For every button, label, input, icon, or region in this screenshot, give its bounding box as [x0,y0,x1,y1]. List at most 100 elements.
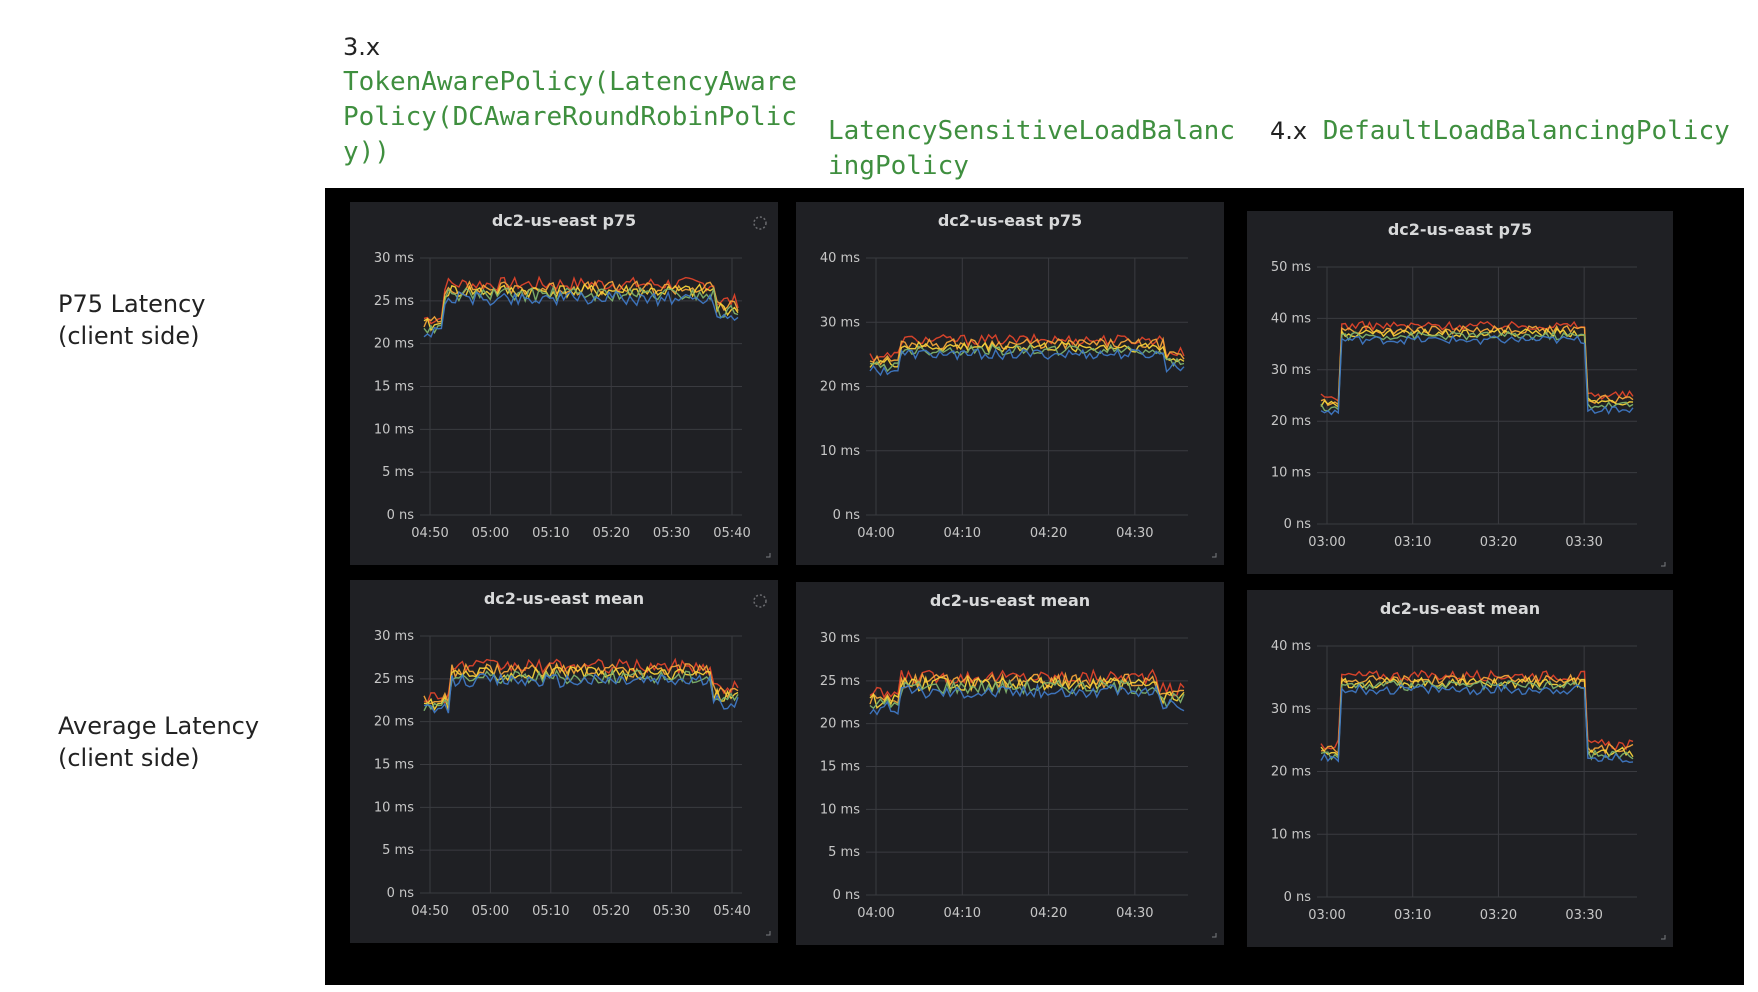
series-line [869,336,1185,366]
series-line [423,283,739,332]
series-line [869,348,1185,377]
x-tick-label: 05:10 [532,904,569,919]
x-tick-label: 04:20 [1030,526,1067,541]
resize-handle-icon[interactable] [1212,553,1217,558]
series-line [423,665,739,712]
y-tick-label: 30 ms [374,629,414,644]
row-label-p75: P75 Latency (client side) [58,290,206,350]
y-tick-label: 15 ms [374,758,414,773]
y-tick-label: 0 ns [1284,890,1312,905]
series-line [869,678,1185,710]
resize-handle-icon[interactable] [1212,933,1217,938]
header-4x: 4.x DefaultLoadBalancingPolicy [1270,114,1758,149]
x-tick-label: 04:00 [857,906,894,921]
x-tick-label: 04:30 [1116,526,1153,541]
y-tick-label: 20 ms [374,337,414,352]
y-tick-label: 30 ms [820,631,860,646]
loading-spinner-icon [753,594,767,608]
y-tick-label: 5 ms [382,843,414,858]
x-tick-label: 04:20 [1030,906,1067,921]
x-tick-label: 05:00 [472,904,509,919]
resize-handle-icon[interactable] [766,553,771,558]
series-line [1320,324,1634,407]
y-tick-label: 10 ms [820,444,860,459]
chart-title: dc2-us-east p75 [1388,220,1532,239]
y-tick-label: 30 ms [374,251,414,266]
y-tick-label: 5 ms [382,465,414,480]
row-label-average: Average Latency (client side) [58,712,260,772]
y-tick-label: 20 ms [1271,765,1311,780]
chart-title: dc2-us-east p75 [492,211,636,230]
chart-svg: dc2-us-east mean 0 ns 5 ms 10 ms 15 ms 20 ms 2… [820,591,1217,938]
x-tick-label: 04:50 [411,904,448,919]
series-line [1320,669,1634,751]
chart-svg: dc2-us-east p75 0 ns 10 ms 20 ms 30 ms 40 ms 5… [1271,220,1666,567]
y-tick-label: 15 ms [820,760,860,775]
series-line [1320,683,1634,764]
y-tick-label: 0 ns [387,508,415,523]
x-tick-label: 04:10 [944,526,981,541]
header-3x-policy: TokenAwarePolicy(LatencyAwarePolicy(DCAw… [343,67,797,167]
y-tick-label: 20 ms [820,380,860,395]
series-line [423,289,739,338]
y-tick-label: 25 ms [820,674,860,689]
x-tick-label: 04:10 [944,906,981,921]
x-tick-label: 03:10 [1394,535,1431,550]
loading-spinner-icon [753,216,767,230]
header-lslb: LatencySensitiveLoadBalancingPolicy [828,114,1248,184]
y-tick-label: 0 ns [833,888,861,903]
x-tick-label: 05:30 [653,904,690,919]
y-tick-label: 50 ms [1271,260,1311,275]
x-tick-label: 03:00 [1308,908,1345,923]
header-4x-policy: DefaultLoadBalancingPolicy [1322,116,1730,146]
x-tick-label: 04:30 [1116,906,1153,921]
panel-3x-mean: dc2-us-east mean 0 ns 5 ms 10 ms 15 ms 20 ms 2… [350,580,778,943]
chart-svg: dc2-us-east p75 0 ns 10 ms 20 ms 30 ms 40 ms 0… [820,211,1217,558]
y-tick-label: 10 ms [374,800,414,815]
x-tick-label: 05:10 [532,526,569,541]
x-tick-label: 05:40 [713,904,750,919]
series-line [869,682,1185,716]
chart-title: dc2-us-east mean [930,591,1090,610]
header-lslb-policy: LatencySensitiveLoadBalancingPolicy [828,116,1235,181]
x-tick-label: 05:00 [472,526,509,541]
y-tick-label: 40 ms [1271,311,1311,326]
y-tick-label: 25 ms [374,294,414,309]
resize-handle-icon[interactable] [1661,562,1666,567]
y-tick-label: 10 ms [1271,466,1311,481]
y-tick-label: 0 ns [1284,517,1312,532]
y-tick-label: 20 ms [820,717,860,732]
y-tick-label: 15 ms [374,380,414,395]
panel-3x-p75: dc2-us-east p75 0 ns 5 ms 10 ms 15 ms 20 ms 25… [350,202,778,565]
y-tick-label: 40 ms [1271,639,1311,654]
x-tick-label: 04:00 [857,526,894,541]
panel-lslb-p75: dc2-us-east p75 0 ns 10 ms 20 ms 30 ms 40 ms 0… [796,202,1224,565]
series-line [1320,334,1634,416]
header-3x-version: 3.x [343,33,381,61]
chart-svg: dc2-us-east p75 0 ns 5 ms 10 ms 15 ms 20 ms 25… [374,211,771,558]
x-tick-label: 03:00 [1308,535,1345,550]
y-tick-label: 0 ns [387,886,415,901]
series-line [423,672,739,714]
x-tick-label: 03:30 [1565,908,1602,923]
x-tick-label: 05:20 [592,904,629,919]
chart-svg: dc2-us-east mean 0 ns 5 ms 10 ms 15 ms 20 ms 2… [374,589,771,936]
x-tick-label: 03:20 [1480,535,1517,550]
y-tick-label: 10 ms [1271,827,1311,842]
y-tick-label: 10 ms [374,422,414,437]
y-tick-label: 30 ms [820,315,860,330]
y-tick-label: 0 ns [833,508,861,523]
y-tick-label: 20 ms [1271,414,1311,429]
y-tick-label: 5 ms [828,845,860,860]
x-tick-label: 03:10 [1394,908,1431,923]
panel-4x-mean: dc2-us-east mean 0 ns 10 ms 20 ms 30 ms 40 ms… [1247,590,1673,947]
x-tick-label: 03:20 [1480,908,1517,923]
resize-handle-icon[interactable] [1661,935,1666,940]
series-line [1320,330,1634,412]
resize-handle-icon[interactable] [766,931,771,936]
y-tick-label: 30 ms [1271,363,1311,378]
chart-title: dc2-us-east p75 [938,211,1082,230]
chart-title: dc2-us-east mean [484,589,644,608]
series-line [423,275,739,325]
y-tick-label: 40 ms [820,251,860,266]
